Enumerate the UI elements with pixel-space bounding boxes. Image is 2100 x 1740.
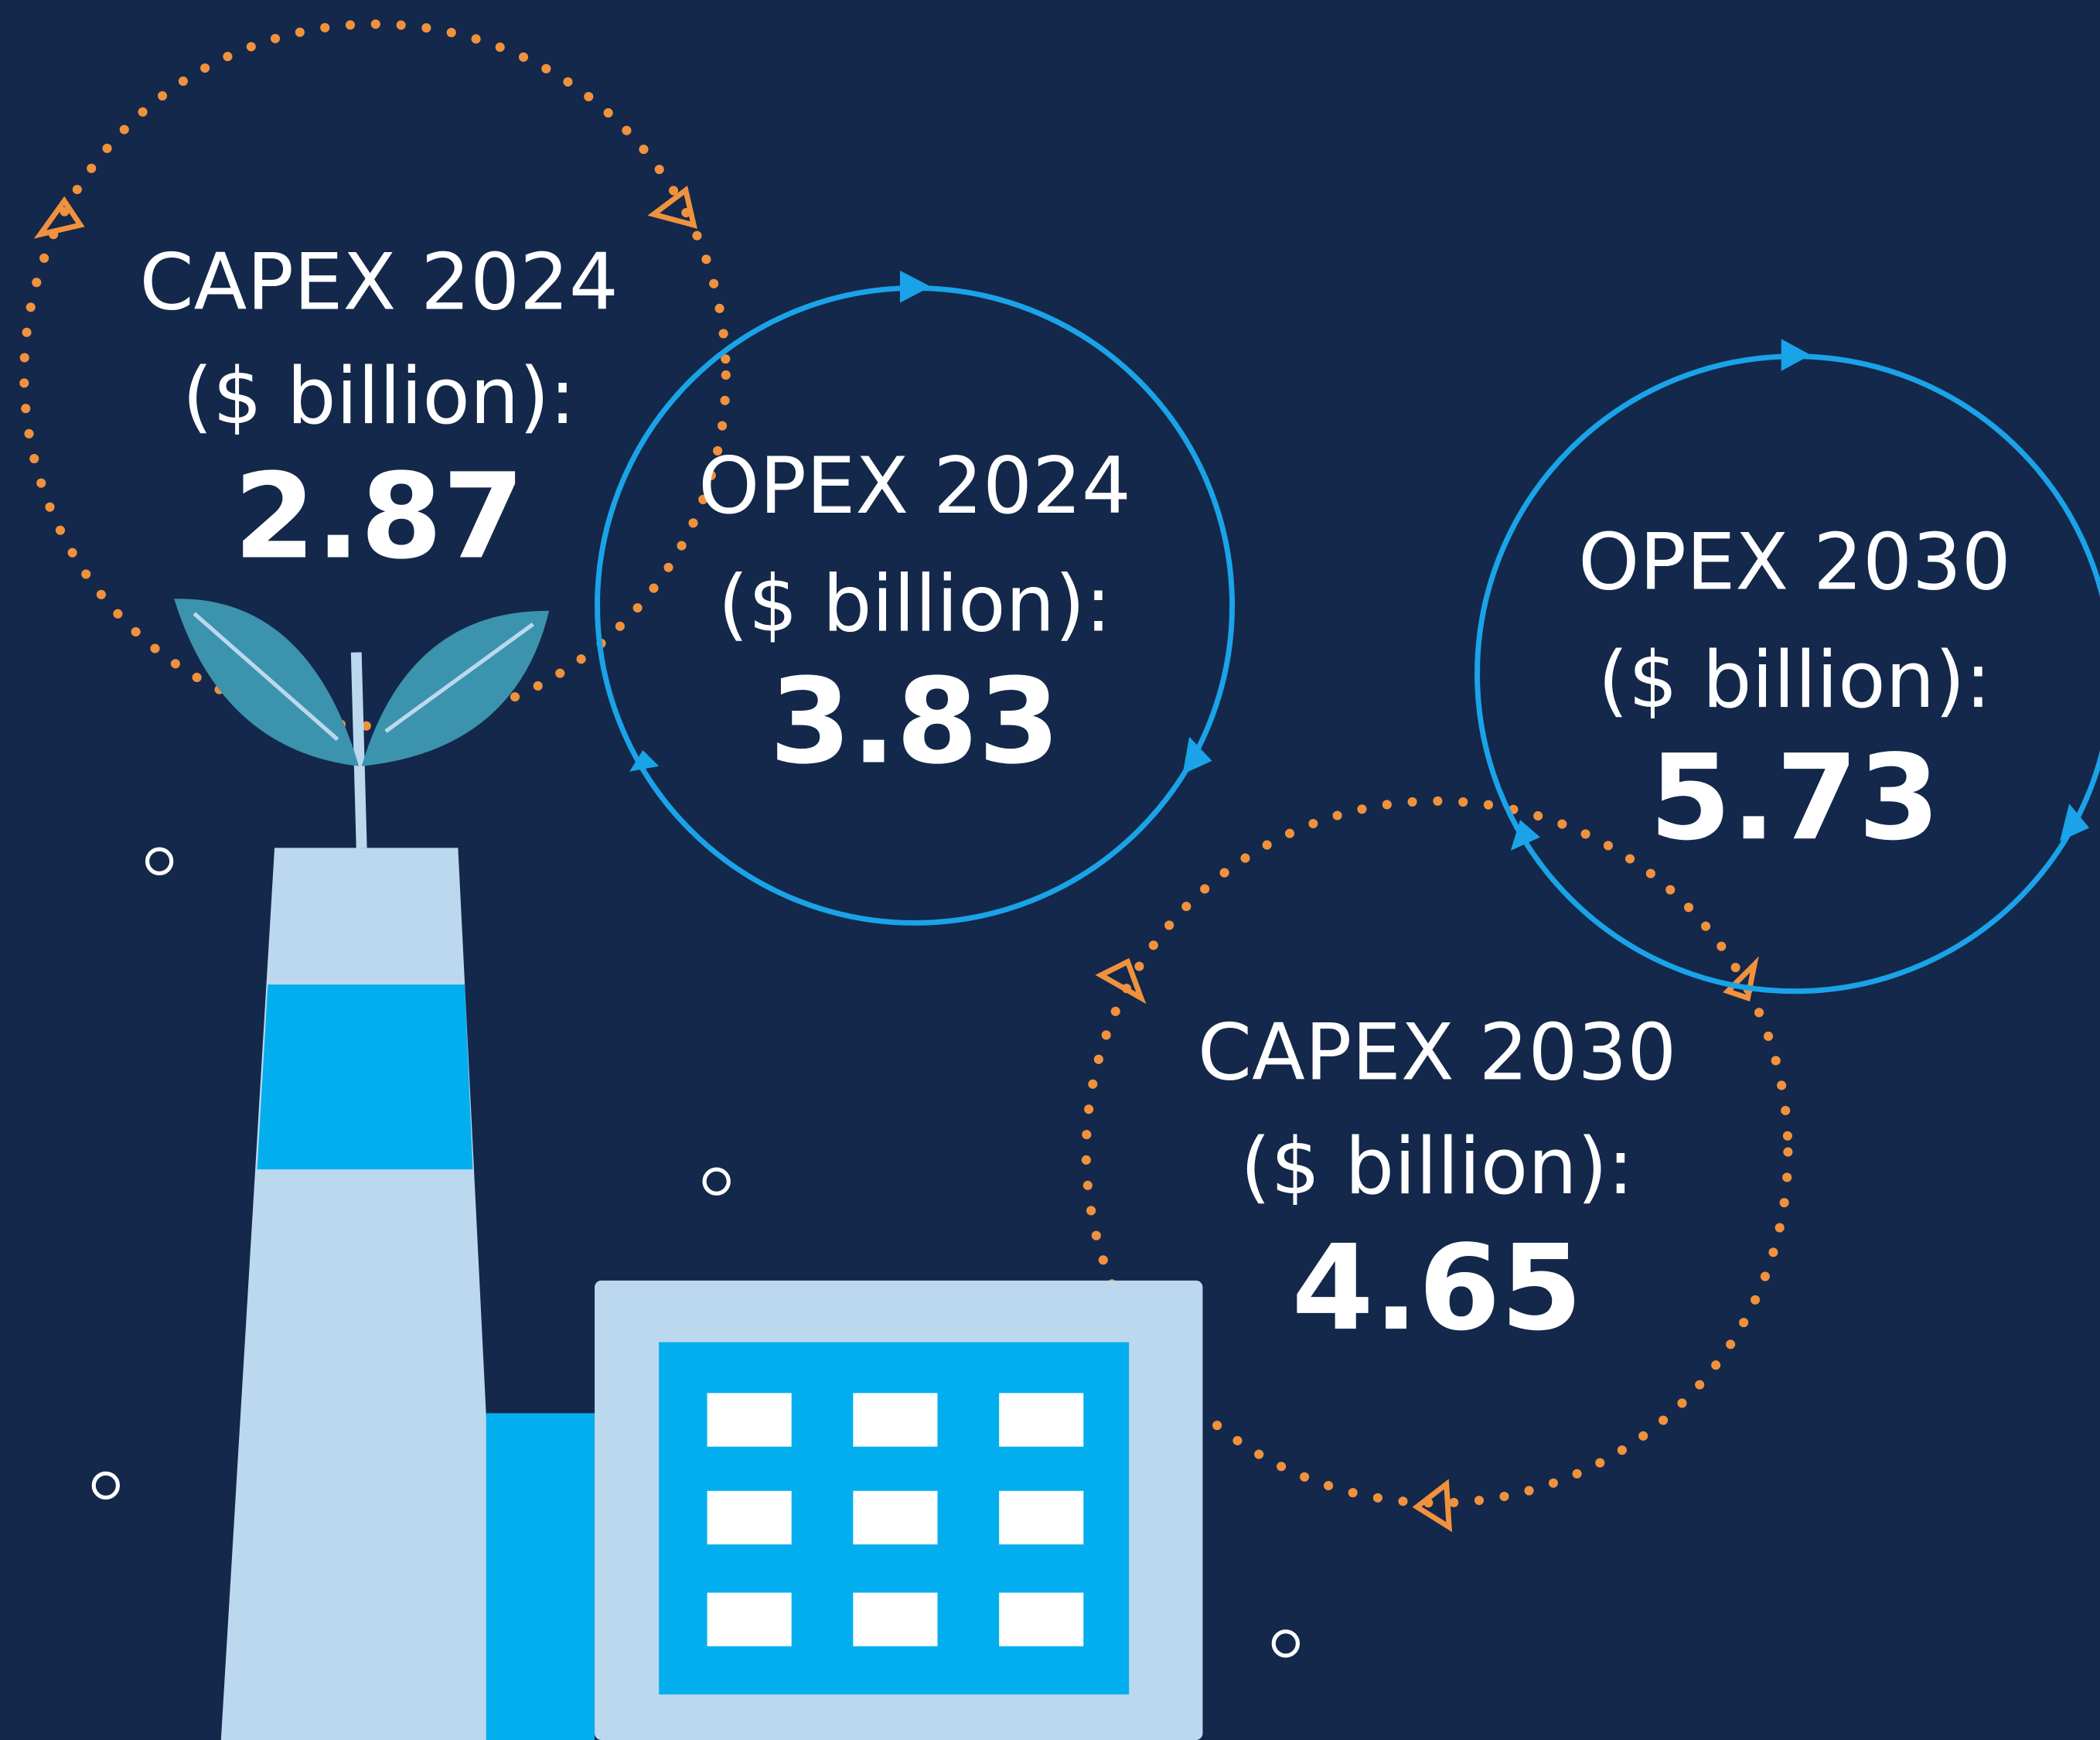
metric-unit: ($ billion): [1598, 635, 1992, 725]
metric-unit: ($ billion): [182, 351, 576, 442]
side-block [486, 1413, 595, 1740]
metric-label: CAPEX 2030 [1198, 1008, 1676, 1098]
metric-label: OPEX 2024 [698, 441, 1131, 531]
chimney-band [257, 984, 473, 1169]
metric-unit: ($ billion): [1240, 1121, 1634, 1212]
metric-value: 3.83 [769, 653, 1060, 790]
metric-unit: ($ billion): [718, 558, 1112, 649]
stem [356, 653, 362, 848]
infographic: CAPEX 2024 ($ billion): 2.87 OPEX 2024 (… [0, 0, 2100, 1740]
metric-value: 5.73 [1649, 729, 1940, 866]
metric-value: 2.87 [234, 448, 524, 585]
windows [707, 1393, 1084, 1646]
metric-value: 4.65 [1292, 1220, 1583, 1356]
metric-label: CAPEX 2024 [140, 237, 619, 328]
metric-label: OPEX 2030 [1578, 517, 2011, 608]
page: CAPEX 2024 ($ billion): 2.87 OPEX 2024 (… [0, 0, 2100, 1740]
